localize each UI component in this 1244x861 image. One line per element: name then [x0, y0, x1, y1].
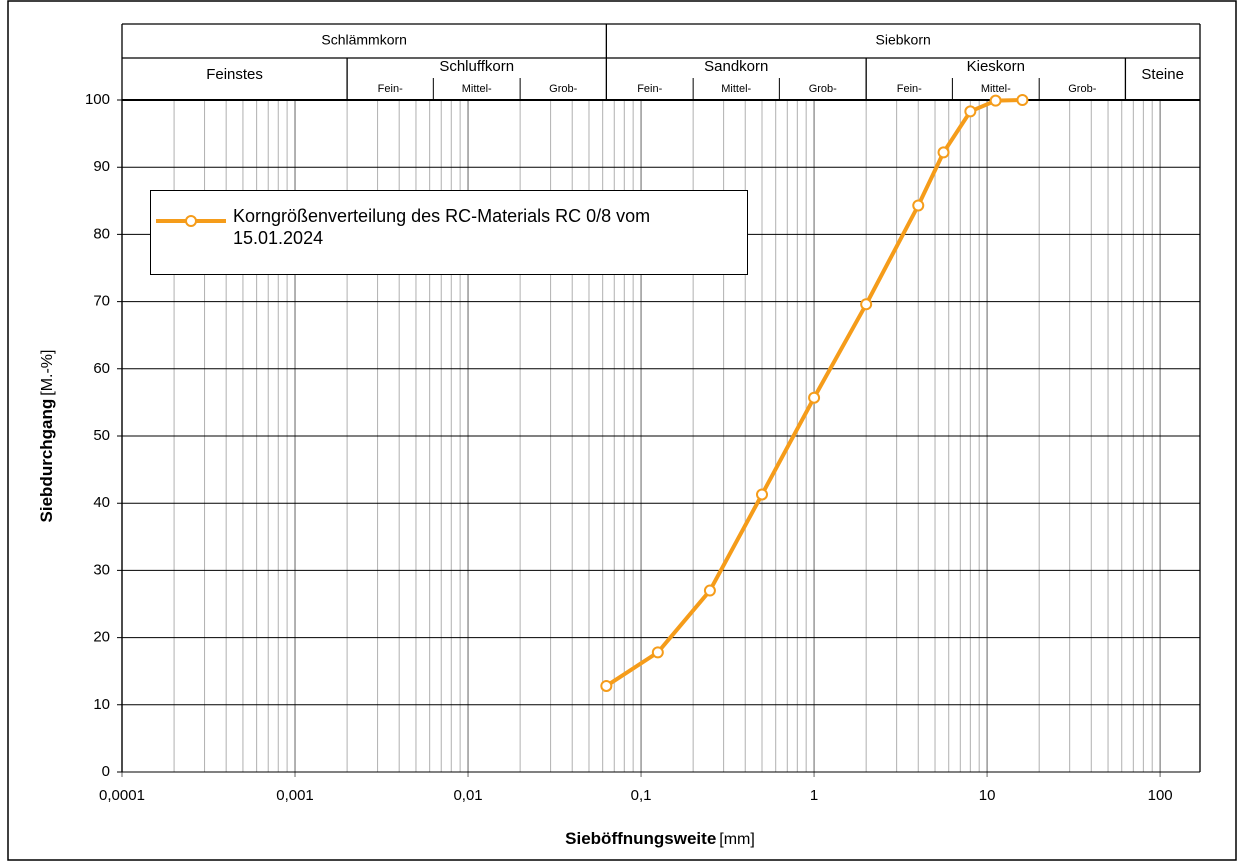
y-tick-label: 80: [93, 225, 110, 242]
fraction-label: Sandkorn: [704, 58, 768, 75]
y-tick-label: 100: [85, 91, 110, 108]
data-point: [937, 146, 950, 159]
data-point: [756, 488, 769, 501]
legend-label: Korngrößenverteilung des RC-Materials RC…: [233, 206, 651, 248]
y-tick-label: 20: [93, 629, 110, 646]
x-title-unit: [mm]: [719, 831, 755, 848]
legend-marker: [185, 215, 197, 227]
y-tick-label: 70: [93, 293, 110, 310]
header-label: Siebkorn: [876, 32, 931, 48]
x-tick-label: 0,001: [276, 787, 314, 804]
data-point: [703, 584, 716, 597]
y-title-main: Siebdurchgang: [37, 399, 56, 523]
x-tick-label: 1: [810, 787, 818, 804]
x-tick-label: 0,01: [453, 787, 482, 804]
fraction-label: Schluffkorn: [439, 58, 514, 75]
fraction-label: Steine: [1141, 66, 1184, 83]
fraction-label: Feinstes: [206, 66, 263, 83]
fraction-label: Kieskorn: [967, 58, 1025, 75]
y-tick-label: 10: [93, 696, 110, 713]
y-tick-label: 0: [102, 763, 110, 780]
data-point: [808, 391, 821, 404]
y-tick-label: 50: [93, 427, 110, 444]
data-point: [1016, 94, 1029, 106]
data-point: [600, 679, 613, 692]
y-tick-label: 60: [93, 360, 110, 377]
x-axis-title: Sieböffnungsweite [mm]: [565, 829, 755, 848]
part-label: Grob-: [1068, 83, 1096, 95]
data-point: [964, 105, 977, 118]
x-tick-label: 10: [979, 787, 996, 804]
header-label: Schlämmkorn: [321, 32, 407, 48]
part-label: Grob-: [549, 83, 577, 95]
frame: [7, 0, 1237, 861]
y-title-unit: [M.-%]: [39, 350, 56, 396]
part-label: Fein-: [378, 83, 403, 95]
legend: Korngrößenverteilung des RC-Materials RC…: [150, 190, 748, 275]
x-tick-label: 100: [1148, 787, 1173, 804]
part-label: Mittel-: [981, 83, 1011, 95]
part-label: Fein-: [897, 83, 922, 95]
y-axis-title: Siebdurchgang [M.-%]: [37, 350, 56, 523]
part-label: Mittel-: [721, 83, 751, 95]
x-title-main: Sieböffnungsweite: [565, 829, 716, 848]
y-tick-label: 40: [93, 494, 110, 511]
x-tick-label: 0,1: [631, 787, 652, 804]
data-point: [912, 199, 925, 212]
data-point: [989, 94, 1002, 107]
data-point: [651, 646, 664, 659]
y-tick-label: 30: [93, 561, 110, 578]
x-tick-label: 0,0001: [99, 787, 145, 804]
part-label: Grob-: [809, 83, 837, 95]
data-point: [860, 298, 873, 311]
part-label: Mittel-: [462, 83, 492, 95]
y-tick-label: 90: [93, 158, 110, 175]
part-label: Fein-: [637, 83, 662, 95]
legend-key: [156, 215, 226, 227]
